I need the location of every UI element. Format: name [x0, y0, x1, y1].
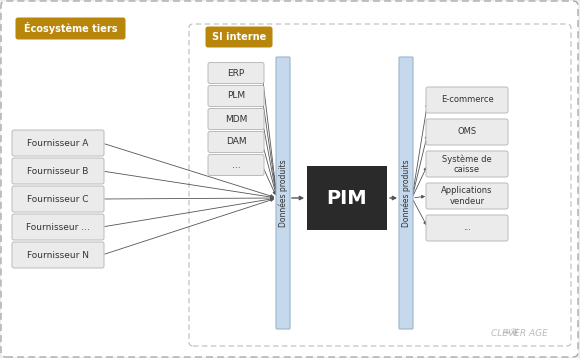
FancyBboxPatch shape	[426, 151, 508, 177]
Text: MDM: MDM	[225, 115, 247, 124]
Text: PIM: PIM	[327, 189, 367, 208]
Text: Fournisseur C: Fournisseur C	[27, 194, 89, 203]
Text: ...: ...	[463, 223, 471, 232]
FancyBboxPatch shape	[12, 214, 104, 240]
Text: DAM: DAM	[226, 137, 246, 146]
Text: SI interne: SI interne	[212, 32, 266, 42]
FancyBboxPatch shape	[426, 183, 508, 209]
FancyBboxPatch shape	[426, 87, 508, 113]
FancyBboxPatch shape	[208, 131, 264, 153]
Text: ERP: ERP	[227, 68, 245, 77]
FancyBboxPatch shape	[205, 26, 273, 48]
FancyBboxPatch shape	[426, 119, 508, 145]
FancyBboxPatch shape	[12, 186, 104, 212]
FancyBboxPatch shape	[307, 166, 387, 230]
Text: Données produits: Données produits	[278, 159, 288, 227]
FancyBboxPatch shape	[208, 63, 264, 83]
FancyBboxPatch shape	[276, 57, 290, 329]
FancyBboxPatch shape	[208, 86, 264, 106]
Text: ❧❦: ❧❦	[501, 328, 519, 338]
Text: Fournisseur N: Fournisseur N	[27, 251, 89, 260]
Text: OMS: OMS	[458, 127, 477, 136]
Text: Fournisseur B: Fournisseur B	[27, 166, 89, 175]
Text: Fournisseur ...: Fournisseur ...	[26, 223, 90, 232]
FancyBboxPatch shape	[12, 130, 104, 156]
FancyBboxPatch shape	[16, 18, 125, 39]
FancyBboxPatch shape	[399, 57, 413, 329]
Text: CLEVER AGE: CLEVER AGE	[491, 329, 548, 338]
FancyBboxPatch shape	[12, 158, 104, 184]
Text: PLM: PLM	[227, 92, 245, 101]
Text: Système de
caisse: Système de caisse	[442, 154, 492, 174]
Text: E-commerce: E-commerce	[441, 96, 494, 105]
Text: Écosystème tiers: Écosystème tiers	[24, 23, 117, 34]
FancyBboxPatch shape	[426, 215, 508, 241]
Text: Applications
vendeur: Applications vendeur	[441, 186, 493, 206]
FancyBboxPatch shape	[208, 155, 264, 175]
FancyBboxPatch shape	[12, 242, 104, 268]
Text: ...: ...	[231, 160, 240, 169]
FancyBboxPatch shape	[208, 108, 264, 130]
Text: Données produits: Données produits	[401, 159, 411, 227]
Text: Fournisseur A: Fournisseur A	[27, 139, 89, 147]
